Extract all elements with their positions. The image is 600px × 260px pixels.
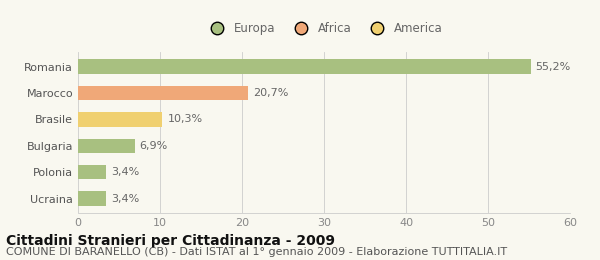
Bar <box>78 165 106 179</box>
Text: 55,2%: 55,2% <box>536 62 571 72</box>
Legend: Europa, Africa, America: Europa, Africa, America <box>200 17 448 40</box>
Bar <box>78 139 134 153</box>
Text: 6,9%: 6,9% <box>139 141 168 151</box>
Text: 3,4%: 3,4% <box>111 194 139 204</box>
Text: 10,3%: 10,3% <box>167 114 203 124</box>
Bar <box>78 112 163 127</box>
Text: COMUNE DI BARANELLO (CB) - Dati ISTAT al 1° gennaio 2009 - Elaborazione TUTTITAL: COMUNE DI BARANELLO (CB) - Dati ISTAT al… <box>6 248 507 257</box>
Text: Cittadini Stranieri per Cittadinanza - 2009: Cittadini Stranieri per Cittadinanza - 2… <box>6 234 335 248</box>
Text: 20,7%: 20,7% <box>253 88 288 98</box>
Bar <box>78 59 530 74</box>
Text: 3,4%: 3,4% <box>111 167 139 177</box>
Bar <box>78 86 248 100</box>
Bar <box>78 191 106 206</box>
